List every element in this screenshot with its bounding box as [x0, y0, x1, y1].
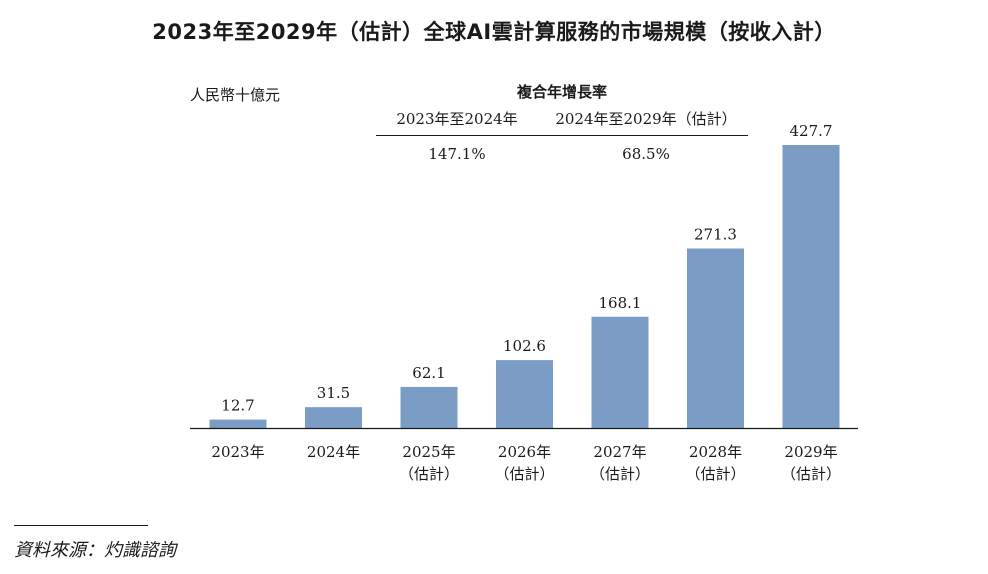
x-tick-label: 2026年 — [498, 443, 551, 461]
bar — [687, 248, 744, 428]
bar — [305, 407, 362, 428]
x-tick-label: （估計） — [494, 465, 554, 483]
bar — [782, 145, 840, 428]
cagr-rate-1: 147.1% — [428, 145, 486, 163]
x-tick-label: （估計） — [590, 465, 650, 483]
bar — [496, 360, 553, 428]
source-rule — [14, 525, 148, 526]
data-label: 12.7 — [221, 397, 254, 415]
x-tick-label: 2025年 — [402, 443, 455, 461]
cagr-rate-2: 68.5% — [622, 145, 670, 163]
data-label: 31.5 — [317, 384, 350, 402]
cagr-period-2: 2024年至2029年（估計） — [555, 110, 737, 128]
data-label: 271.3 — [694, 225, 737, 243]
cagr-title: 複合年增長率 — [516, 83, 607, 101]
bar — [591, 316, 649, 428]
x-tick-label: （估計） — [781, 465, 841, 483]
x-tick-label: 2023年 — [211, 443, 264, 461]
cagr-period-1: 2023年至2024年 — [396, 110, 518, 128]
x-tick-label: 2028年 — [689, 443, 742, 461]
x-tick-label: 2024年 — [307, 443, 360, 461]
y-axis-unit-label: 人民幣十億元 — [190, 86, 281, 104]
data-label: 62.1 — [412, 364, 445, 382]
x-tick-label: （估計） — [399, 465, 459, 483]
data-label: 168.1 — [599, 294, 642, 312]
x-tick-label: 2029年 — [784, 443, 837, 461]
data-label: 102.6 — [503, 337, 546, 355]
source-note: 資料來源：灼識諮詢 — [14, 540, 176, 561]
chart-title: 2023年至2029年（估計）全球AI雲計算服務的市場規模（按收入計） — [152, 20, 836, 44]
cagr-rule — [376, 135, 748, 136]
bar — [400, 386, 458, 428]
data-label: 427.7 — [790, 122, 833, 140]
bar — [209, 419, 267, 428]
x-tick-label: （估計） — [685, 465, 745, 483]
x-tick-label: 2027年 — [593, 443, 646, 461]
